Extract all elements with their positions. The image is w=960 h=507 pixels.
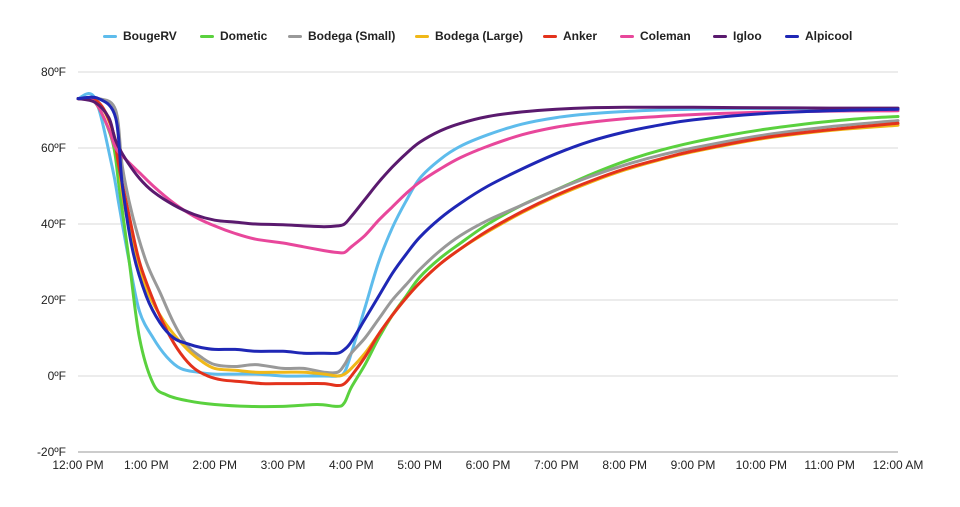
legend-label: Anker: [563, 29, 598, 43]
legend-label: Alpicool: [805, 29, 853, 43]
y-tick-label: 0ºF: [48, 369, 66, 383]
x-tick-label: 12:00 PM: [52, 458, 103, 472]
legend-label: Dometic: [220, 29, 268, 43]
legend-swatch: [713, 34, 727, 38]
legend-swatch: [288, 34, 302, 38]
series-line-bodega-large: [76, 96, 900, 378]
x-tick-label: 7:00 PM: [534, 458, 579, 472]
y-tick-label: -20ºF: [37, 445, 66, 459]
series-line-coleman: [76, 97, 900, 255]
legend-swatch: [200, 34, 214, 38]
x-tick-label: 10:00 PM: [736, 458, 787, 472]
x-tick-label: 8:00 PM: [602, 458, 647, 472]
x-tick-label: 9:00 PM: [671, 458, 716, 472]
legend-swatch: [103, 34, 117, 38]
series-line-anker: [76, 97, 900, 387]
x-tick-label: 12:00 AM: [873, 458, 924, 472]
legend-item: Igloo: [713, 26, 762, 46]
legend-label: Bodega (Small): [308, 29, 396, 43]
series-line-bougerv: [76, 92, 900, 378]
x-tick-label: 4:00 PM: [329, 458, 374, 472]
legend-item: Bodega (Small): [288, 26, 395, 46]
legend-swatch: [785, 34, 799, 38]
x-tick-label: 2:00 PM: [192, 458, 237, 472]
legend-item: Coleman: [620, 26, 691, 46]
legend-swatch: [415, 34, 429, 38]
legend-item: Dometic: [200, 26, 267, 46]
legend-swatch: [543, 34, 557, 38]
x-tick-label: 1:00 PM: [124, 458, 169, 472]
legend-swatch: [620, 34, 634, 38]
series-line-igloo: [76, 97, 900, 229]
legend-item: Bodega (Large): [415, 26, 523, 46]
chart-legend: BougeRV Dometic Bodega (Small) Bodega (Larg…: [0, 26, 960, 46]
x-tick-label: 3:00 PM: [261, 458, 306, 472]
x-tick-label: 5:00 PM: [397, 458, 442, 472]
y-tick-label: 80ºF: [41, 65, 66, 79]
legend-item: Anker: [543, 26, 597, 46]
legend-label: BougeRV: [123, 29, 177, 43]
series-line-bodega-small: [76, 96, 900, 375]
legend-label: Bodega (Large): [435, 29, 524, 43]
series-line-alpicool: [76, 95, 900, 355]
y-tick-label: 20ºF: [41, 293, 66, 307]
legend-item: BougeRV: [103, 26, 177, 46]
x-tick-label: 11:00 PM: [804, 458, 854, 472]
x-tick-label: 6:00 PM: [466, 458, 511, 472]
legend-item: Alpicool: [785, 26, 852, 46]
y-tick-label: 60ºF: [41, 141, 66, 155]
series-lines: [76, 92, 900, 409]
legend-label: Coleman: [640, 29, 691, 43]
y-tick-label: 40ºF: [41, 217, 66, 231]
legend-label: Igloo: [733, 29, 762, 43]
